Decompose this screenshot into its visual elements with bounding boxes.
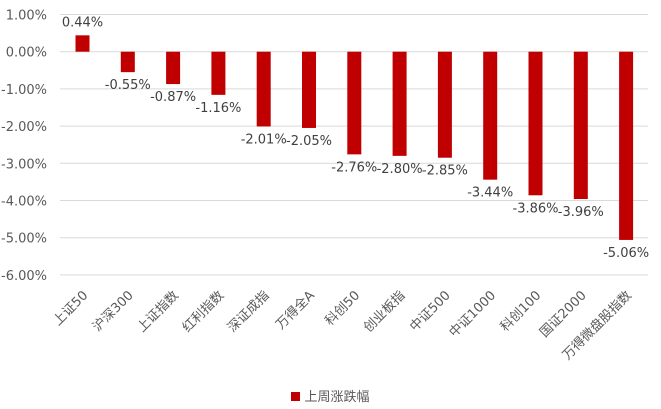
category-label: 中证500 [407, 288, 454, 335]
legend-label: 上周涨跌幅 [304, 390, 370, 405]
bar [483, 51, 498, 180]
data-label: -2.80% [377, 162, 423, 177]
category-label: 上证50 [51, 288, 92, 329]
y-tick-label: 1.00% [6, 9, 47, 24]
y-tick-label: -4.00% [1, 195, 47, 210]
y-tick-label: -6.00% [1, 269, 47, 284]
bar [392, 51, 407, 156]
y-tick-label: -3.00% [1, 157, 47, 172]
data-label: -3.44% [467, 186, 513, 201]
data-label: -2.05% [286, 134, 332, 149]
bar [573, 51, 588, 200]
bar [211, 51, 226, 95]
y-tick-label: -1.00% [1, 83, 47, 98]
bars [75, 35, 634, 240]
bar [619, 51, 634, 240]
category-label: 沪深300 [89, 288, 136, 335]
y-tick-label: -2.00% [1, 120, 47, 135]
bar [437, 51, 452, 158]
data-label: -3.96% [558, 205, 604, 220]
category-label: 上证指数 [135, 288, 182, 335]
data-label: -2.76% [331, 160, 377, 175]
bar [528, 51, 543, 196]
bar [302, 51, 316, 128]
y-tick-label: 0.00% [6, 46, 47, 61]
legend-swatch [291, 392, 301, 401]
data-label: -0.87% [150, 90, 196, 105]
data-label: -2.01% [241, 132, 287, 147]
data-label: -5.06% [603, 246, 649, 261]
y-axis-ticks: 1.00% 0.00% -1.00% -2.00% -3.00% -4.00% -5.00%… [1, 9, 47, 284]
data-label: -1.16% [195, 101, 241, 116]
category-label: 科创100 [498, 288, 545, 335]
y-tick-label: -5.00% [1, 232, 47, 247]
category-label: 红利指数 [179, 288, 227, 336]
category-label: 中证1000 [447, 288, 499, 340]
bar [75, 35, 90, 52]
data-labels: 0.44% -0.55%-0.87%-1.16% -2.01% -2.05% -2.76… [62, 15, 649, 261]
data-label: -3.86% [513, 201, 559, 216]
category-label: 创业板指 [361, 288, 408, 335]
bar [256, 51, 271, 127]
category-label: 深证成指 [225, 288, 272, 335]
category-label: 万得全A [273, 287, 318, 332]
bar [347, 51, 362, 155]
bar [120, 51, 135, 73]
legend: 上周涨跌幅 [0, 386, 661, 405]
data-label: -0.55% [105, 78, 151, 93]
data-label: -2.85% [422, 164, 468, 179]
bar [166, 51, 181, 85]
category-label: 科创50 [322, 288, 363, 329]
data-label: 0.44% [62, 15, 103, 30]
